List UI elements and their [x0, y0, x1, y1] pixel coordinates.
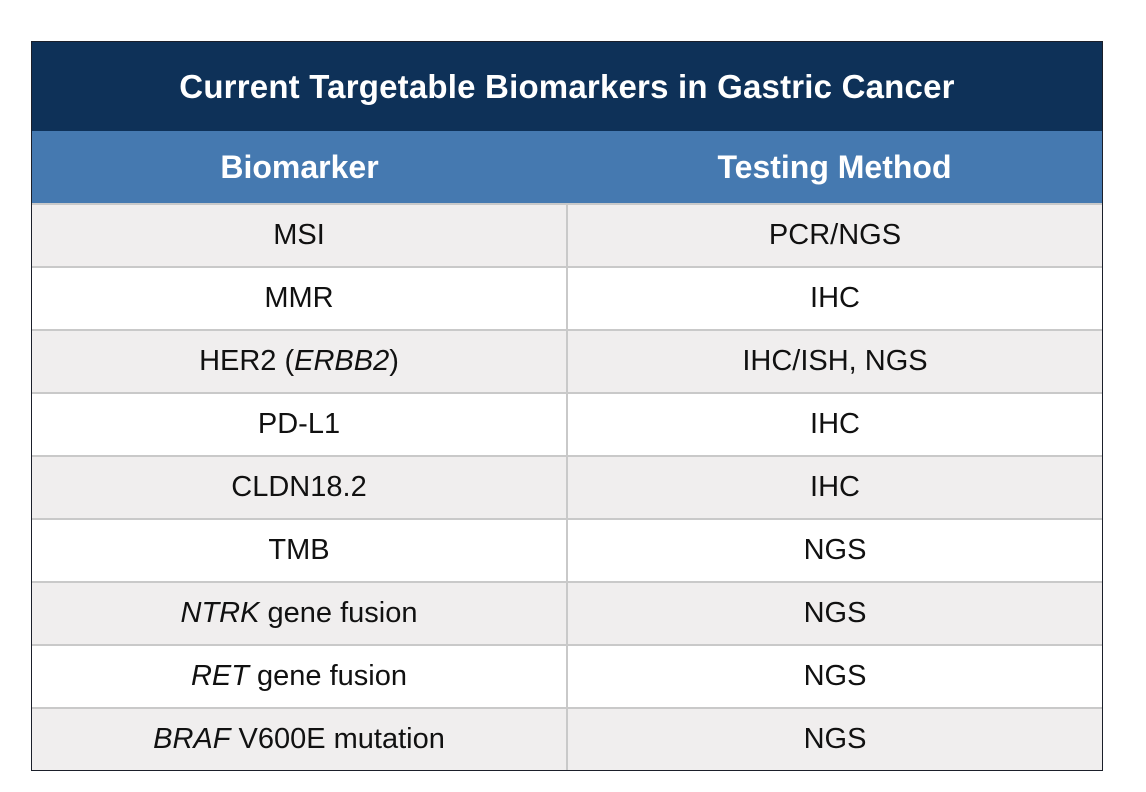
biomarker-cell: MMR: [32, 266, 567, 330]
table-row: TMB NGS: [32, 518, 1102, 582]
testing-method-cell: IHC: [566, 455, 1102, 519]
table-row: NTRK gene fusion NGS: [32, 581, 1102, 645]
testing-method-cell: NGS: [566, 644, 1102, 708]
biomarker-cell: TMB: [32, 518, 567, 582]
table-row: MMR IHC: [32, 266, 1102, 330]
table-row: PD-L1 IHC: [32, 392, 1102, 456]
biomarker-cell: BRAF V600E mutation: [32, 707, 567, 770]
biomarker-cell: MSI: [32, 203, 567, 267]
biomarker-cell: CLDN18.2: [32, 455, 567, 519]
table-row: MSI PCR/NGS: [32, 203, 1102, 267]
biomarker-table: Current Targetable Biomarkers in Gastric…: [31, 41, 1103, 771]
biomarker-grid: Biomarker Testing Method MSI PCR/NGS MMR…: [32, 131, 1102, 770]
testing-method-cell: NGS: [566, 518, 1102, 582]
testing-method-cell: IHC/ISH, NGS: [566, 329, 1102, 393]
testing-method-cell: NGS: [566, 707, 1102, 770]
table-row: CLDN18.2 IHC: [32, 455, 1102, 519]
column-header-testing-method: Testing Method: [567, 131, 1102, 204]
testing-method-cell: IHC: [566, 392, 1102, 456]
table-row: HER2 (ERBB2) IHC/ISH, NGS: [32, 329, 1102, 393]
table-title: Current Targetable Biomarkers in Gastric…: [32, 42, 1102, 131]
table-row: RET gene fusion NGS: [32, 644, 1102, 708]
biomarker-cell: RET gene fusion: [32, 644, 567, 708]
testing-method-cell: IHC: [566, 266, 1102, 330]
testing-method-cell: NGS: [566, 581, 1102, 645]
header-row: Biomarker Testing Method: [32, 131, 1102, 204]
column-header-biomarker: Biomarker: [32, 131, 567, 204]
testing-method-cell: PCR/NGS: [566, 203, 1102, 267]
biomarker-cell: NTRK gene fusion: [32, 581, 567, 645]
biomarker-cell: PD-L1: [32, 392, 567, 456]
biomarker-cell: HER2 (ERBB2): [32, 329, 567, 393]
table-row: BRAF V600E mutation NGS: [32, 707, 1102, 770]
